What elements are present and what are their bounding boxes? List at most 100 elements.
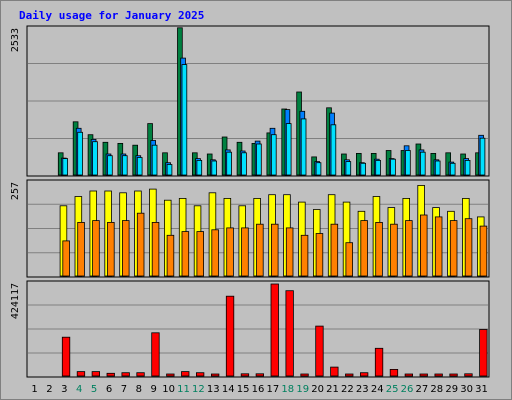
bar-visits-sites-s1-d13: [211, 229, 219, 277]
bar-kbytes-s0-d25: [389, 368, 399, 377]
bar-kbytes-s0-d4: [76, 371, 86, 377]
bar-kbytes-s0-d18: [285, 290, 294, 377]
x-tick-label: 19: [296, 384, 309, 395]
bar-visits-sites-s1-d31: [479, 225, 488, 277]
bar-kbytes-s0-d21: [330, 366, 339, 377]
x-tick-label: 29: [445, 384, 458, 395]
bar-visits-sites-s1-d29: [449, 220, 458, 277]
x-tick-label: 30: [460, 384, 473, 395]
x-tick-label: 9: [151, 384, 157, 395]
bar-kbytes-s0-d26: [404, 373, 414, 377]
panel-visits-sites: 257: [10, 179, 490, 278]
bar-visits-sites-s1-d11: [181, 231, 190, 277]
bar-kbytes-s0-d20: [315, 325, 324, 377]
panel-max-label: 2533: [10, 28, 21, 52]
x-tick-label: 14: [222, 384, 235, 395]
bar-visits-sites-s1-d4: [77, 221, 85, 277]
chart-title: Daily usage for January 2025: [19, 9, 204, 22]
x-tick-label: 20: [311, 384, 324, 395]
bar-kbytes-s0-d16: [255, 373, 265, 377]
bar-kbytes-s0-d13: [210, 373, 220, 377]
bar-kbytes-s0-d11: [181, 371, 190, 377]
bar-kbytes-s0-d31: [479, 329, 488, 377]
bar-visits-sites-s1-d23: [360, 220, 368, 277]
bar-hits-pages-files-s2-d13: [211, 160, 218, 176]
panel-max-label: 257: [10, 182, 21, 200]
bar-kbytes-s0-d14: [225, 295, 235, 377]
bar-kbytes-s0-d28: [434, 373, 443, 377]
x-tick-label: 26: [401, 384, 414, 395]
bar-visits-sites-s1-d21: [330, 223, 339, 277]
bar-visits-sites-s1-d30: [464, 218, 473, 277]
bar-kbytes-s0-d29: [449, 373, 458, 377]
bar-hits-pages-files-s2-d24: [375, 159, 381, 176]
bar-hits-pages-files-s2-d16: [256, 143, 262, 176]
x-tick-label: 5: [91, 384, 97, 395]
x-axis-labels: 1 2 3 4 5 6 7 8 9 10 11 12 13 14 15 16 17 18 19 20 21 22 23 24 2…: [31, 384, 488, 395]
bar-hits-pages-files-s2-d14: [226, 151, 232, 176]
x-tick-label: 2: [46, 384, 52, 395]
x-tick-label: 3: [61, 384, 67, 395]
bar-hits-pages-files-s2-d10: [166, 164, 173, 176]
bar-hits-pages-files-s2-d25: [390, 158, 396, 176]
bar-hits-pages-files-s2-d18: [285, 123, 292, 176]
bar-visits-sites-s1-d7: [122, 220, 130, 277]
bar-kbytes-s0-d8: [136, 372, 145, 377]
panel-kbytes: 424117: [10, 280, 490, 378]
bar-hits-pages-files-s2-d31: [479, 137, 486, 176]
panel-max-label: 424117: [10, 283, 21, 319]
x-tick-label: 21: [326, 384, 339, 395]
x-tick-label: 7: [121, 384, 127, 395]
bar-kbytes-s0-d9: [151, 332, 160, 377]
x-tick-label: 12: [192, 384, 205, 395]
bar-hits-pages-files-s2-d23: [360, 162, 366, 176]
bar-kbytes-s0-d23: [359, 372, 369, 377]
bar-visits-sites-s1-d17: [270, 223, 279, 277]
bar-visits-sites-s1-d3: [62, 240, 70, 277]
bar-visits-sites-s1-d20: [315, 233, 324, 277]
bar-visits-sites-s1-d10: [166, 234, 175, 277]
bar-hits-pages-files-s2-d27: [419, 151, 426, 176]
x-tick-label: 18: [281, 384, 294, 395]
bar-hits-pages-files-s2-d20: [315, 162, 322, 176]
x-tick-label: 1: [31, 384, 37, 395]
bar-hits-pages-files-s2-d29: [449, 162, 456, 176]
bar-hits-pages-files-s2-d15: [241, 152, 247, 176]
bar-kbytes-s0-d24: [374, 347, 384, 377]
x-tick-label: 13: [207, 384, 220, 395]
bar-hits-pages-files-s2-d4: [77, 131, 83, 176]
bar-visits-sites-s1-d25: [390, 223, 398, 277]
bar-hits-pages-files-s2-d9: [151, 144, 158, 176]
bar-visits-sites-s1-d5: [92, 220, 100, 277]
bar-visits-sites-s1-d9: [151, 221, 160, 277]
x-tick-label: 31: [475, 384, 488, 395]
x-tick-label: 28: [430, 384, 443, 395]
x-tick-label: 10: [162, 384, 175, 395]
bar-hits-pages-files-s2-d30: [464, 159, 471, 176]
bar-visits-sites-s1-d12: [196, 231, 204, 277]
bar-visits-sites-s1-d8: [136, 212, 145, 277]
bar-visits-sites-s1-d6: [107, 221, 115, 277]
bar-visits-sites-s1-d28: [434, 216, 443, 277]
bar-hits-pages-files-s2-d3: [62, 158, 68, 176]
bar-kbytes-s0-d30: [464, 373, 473, 377]
x-tick-label: 24: [371, 384, 384, 395]
bar-hits-pages-files-s2-d19: [300, 118, 307, 176]
bar-visits-sites-s1-d14: [226, 227, 234, 277]
x-tick-label: 23: [356, 384, 369, 395]
bar-hits-pages-files-s2-d11: [181, 64, 188, 176]
bar-kbytes-s0-d5: [91, 371, 100, 377]
bar-visits-sites-s1-d16: [256, 223, 264, 277]
x-tick-label: 17: [267, 384, 280, 395]
bar-visits-sites-s1-d26: [405, 220, 413, 277]
x-tick-label: 16: [252, 384, 265, 395]
bar-hits-pages-files-s2-d22: [345, 161, 352, 176]
bar-visits-sites-s1-d19: [300, 234, 309, 277]
bar-kbytes-s0-d27: [419, 373, 428, 377]
bar-kbytes-s0-d3: [61, 336, 71, 377]
bar-kbytes-s0-d22: [345, 373, 354, 377]
bar-visits-sites-s1-d22: [345, 242, 353, 277]
bar-hits-pages-files-s2-d8: [136, 157, 143, 176]
bar-kbytes-s0-d17: [270, 283, 279, 377]
bar-visits-sites-s1-d27: [419, 214, 428, 277]
